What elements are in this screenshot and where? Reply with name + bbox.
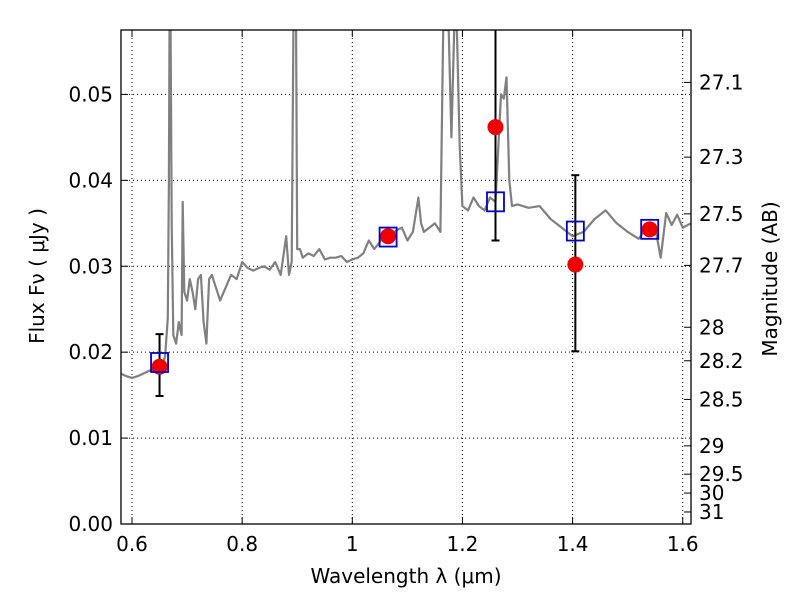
y-axis-label: Flux Fν ( μJy ) <box>25 208 49 344</box>
y-tick-label: 0.04 <box>68 168 113 192</box>
right-tick-label: 27.7 <box>699 253 744 277</box>
y-tick-label: 0.03 <box>68 254 113 278</box>
grid-lines <box>121 30 691 525</box>
plot-frame <box>120 29 692 525</box>
observed-point <box>380 228 397 245</box>
x-tick-label: 1.6 <box>667 532 699 556</box>
y-tick-label: 0.00 <box>68 512 113 536</box>
spectrum-series <box>121 30 691 379</box>
model-point <box>150 352 169 373</box>
spectrum-line <box>121 30 691 379</box>
observed-point <box>487 119 504 136</box>
x-tick-label: 0.6 <box>116 532 148 556</box>
x-axis-label: Wavelength λ (μm) <box>310 564 501 588</box>
observed-point <box>567 256 584 273</box>
observed-point <box>151 358 168 375</box>
right-tick-label: 27.1 <box>699 70 744 94</box>
right-axis-label: Magnitude (AB) <box>758 201 782 356</box>
right-tick-label: 31 <box>699 500 724 524</box>
data-markers <box>150 119 660 375</box>
right-tick-label: 28 <box>699 315 724 339</box>
observed-point <box>641 221 658 238</box>
axes: 0.6 0.8 1 1.2 1.4 1.6 0.00 0.01 0.02 0.03 0.04 0.05… <box>68 29 744 556</box>
right-tick-label: 29.5 <box>699 462 744 486</box>
right-tick-label: 27.5 <box>699 202 744 226</box>
model-point <box>565 220 585 242</box>
model-point <box>486 191 505 213</box>
x-tick-label: 1.2 <box>447 532 479 556</box>
x-tick-label: 1 <box>346 532 359 556</box>
x-tick-label: 0.8 <box>226 532 258 556</box>
right-tick-label: 30 <box>699 481 724 505</box>
model-point <box>378 226 398 248</box>
right-tick-label: 29 <box>699 434 724 458</box>
y-tick-label: 0.02 <box>68 340 113 364</box>
x-tick-label: 1.4 <box>557 532 589 556</box>
error-bars <box>155 30 580 397</box>
model-point <box>640 218 660 240</box>
right-tick-label: 28.2 <box>699 349 744 373</box>
y-tick-label: 0.05 <box>68 82 113 106</box>
y-tick-label: 0.01 <box>68 426 113 450</box>
right-tick-label: 27.3 <box>699 145 744 169</box>
right-tick-label: 28.5 <box>699 387 744 411</box>
